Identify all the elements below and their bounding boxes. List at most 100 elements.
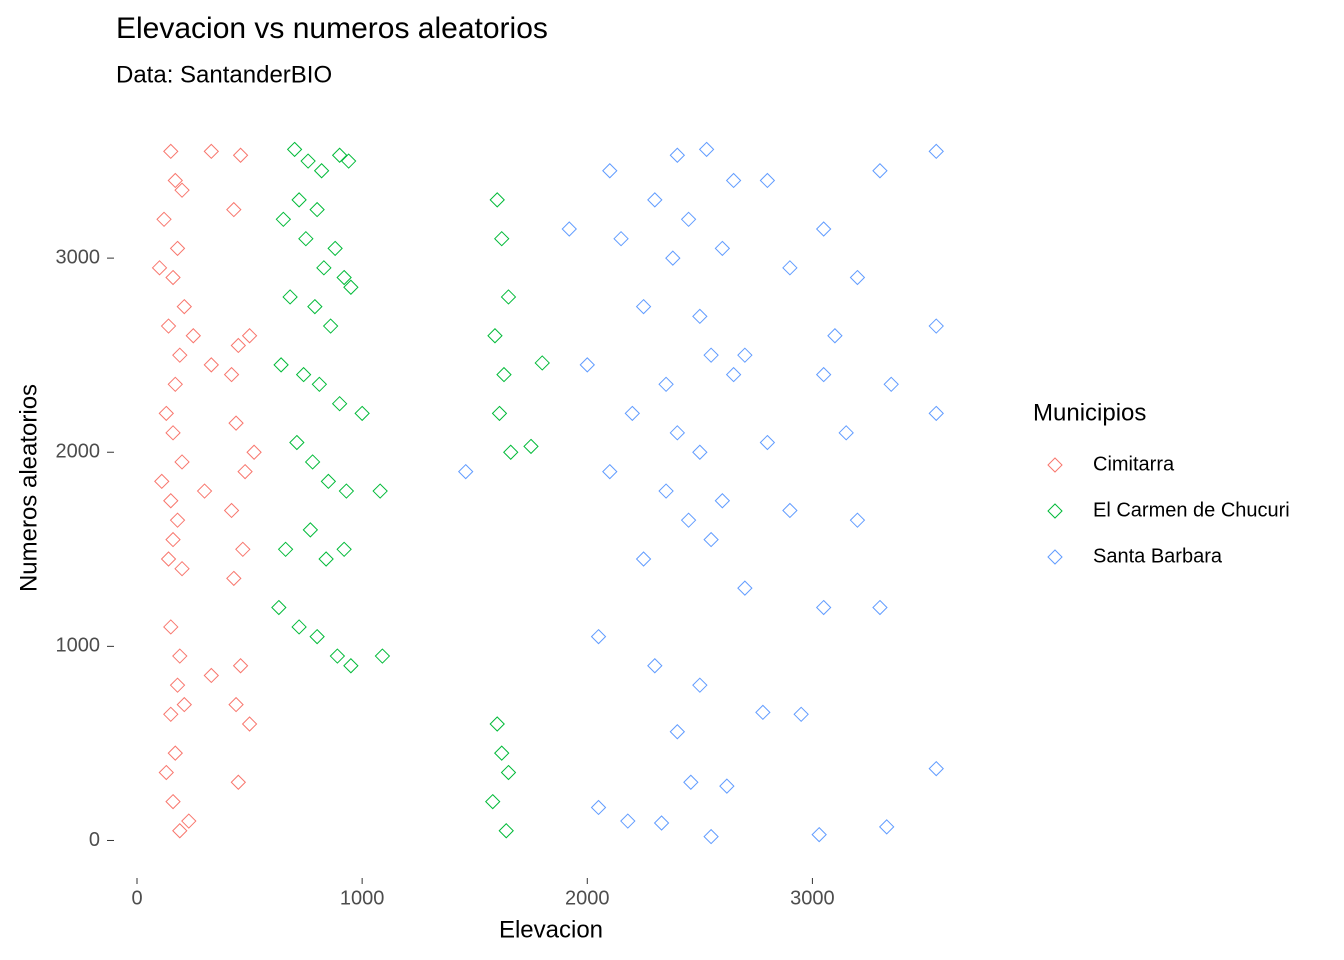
point [534,355,550,371]
point [167,745,183,761]
point [203,357,220,373]
point [849,269,866,286]
x-tick-label: 1000 [340,887,385,909]
point [223,502,240,519]
point [318,551,334,567]
point [815,366,832,383]
point [174,560,190,577]
point [815,599,832,616]
point [336,541,352,558]
point [176,696,192,713]
chart-title: Elevacion vs numeros aleatorios [116,12,548,45]
point [725,172,742,189]
point [343,658,359,674]
point [327,240,343,257]
point [620,813,636,829]
point [291,619,307,635]
point [295,366,312,383]
point [340,153,357,169]
point [158,764,174,781]
point [872,163,888,179]
point [635,298,652,315]
point [228,696,244,713]
point [928,143,944,160]
point [590,628,607,645]
point [331,395,348,412]
point [658,483,674,499]
point [165,793,181,810]
legend-marker [1047,457,1063,473]
point [172,648,188,664]
point [491,405,508,422]
point [827,328,843,344]
legend-label: El Carmen de Chucuri [1093,499,1290,521]
point [169,240,186,257]
chart-subtitle: Data: SantanderBIO [116,61,332,88]
point [167,172,183,189]
point [692,444,708,460]
point [232,147,249,163]
x-axis-label: Elevacion [499,916,603,943]
point [669,147,686,163]
point [329,648,346,664]
point [579,357,595,373]
point [759,172,776,189]
point [719,778,735,794]
point [928,760,944,777]
point [928,318,944,334]
point [354,405,370,422]
point [811,826,827,843]
point [232,658,249,674]
point [309,201,325,218]
point [489,716,505,732]
point [692,308,708,325]
point [498,823,514,839]
point [196,483,213,499]
point [235,541,251,558]
point [838,425,854,441]
point [226,570,242,587]
point [246,444,262,460]
point [298,230,314,247]
point [230,774,247,790]
point [487,328,503,344]
x-tick-label: 3000 [790,887,835,909]
legend-marker [1047,549,1063,565]
point [338,483,355,499]
point [714,493,731,509]
point [172,347,188,363]
point [331,147,348,163]
legend-label: Cimitarra [1093,453,1175,475]
point [203,143,220,160]
point [163,493,179,509]
point [883,376,899,393]
point [291,192,307,208]
point [372,483,388,499]
point [496,366,512,383]
point [793,706,809,723]
point [169,677,186,693]
point [158,405,174,422]
point [241,328,258,344]
legend-label: Santa Barbara [1093,545,1223,567]
point [703,347,719,363]
point [237,463,253,480]
y-tick-label: 0 [89,829,100,851]
point [703,828,719,845]
point [647,658,663,674]
point [163,619,179,635]
point [273,357,289,373]
point [680,512,697,528]
point [181,813,197,829]
x-tick-label: 0 [131,887,142,909]
point [669,425,686,441]
point [165,425,181,441]
point [167,376,183,393]
point [635,551,652,567]
point [872,599,888,616]
point [561,221,577,237]
point [602,463,618,480]
point [737,580,753,596]
point [174,182,190,198]
